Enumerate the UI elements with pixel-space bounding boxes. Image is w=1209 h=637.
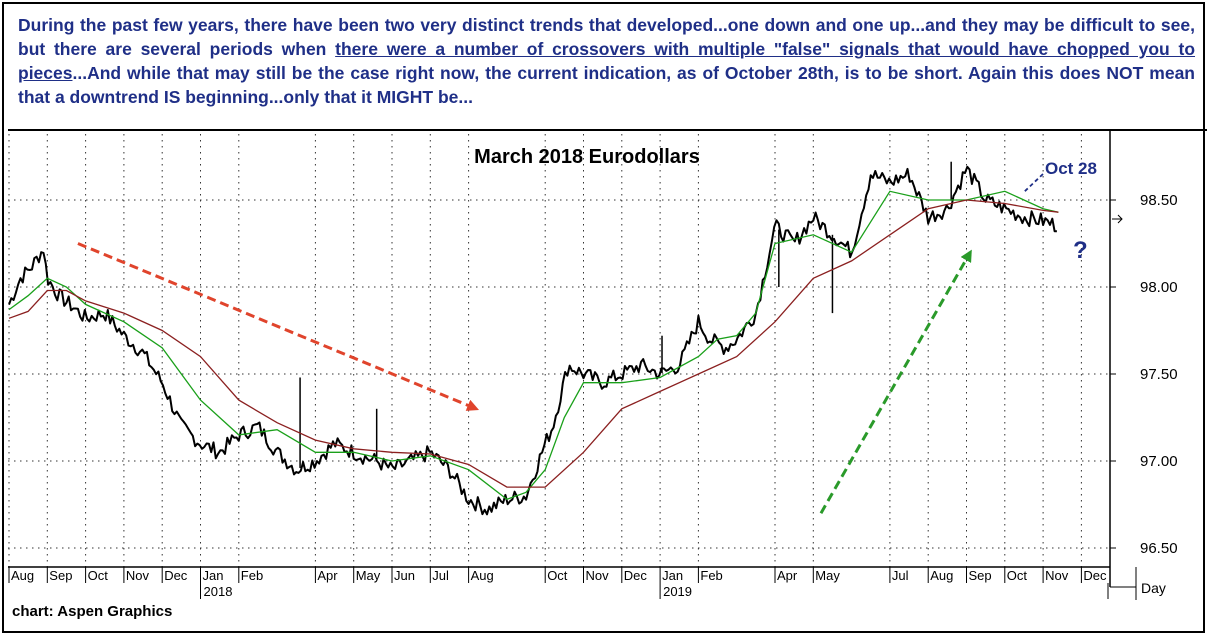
axes: 96.50 97.00 97.50 98.00 98.50 Aug Sep Oct Nov Dec… [8,130,1178,600]
price-series [8,165,1057,516]
x-tick-label: May [815,568,840,583]
x-tick-label: Jan [203,568,224,583]
annotation-oct-28: Oct 28 [1045,159,1097,178]
chart-text: March 2018 Eurodollars chart: Aspen Grap… [12,146,1166,620]
trend-arrow-up [819,249,972,514]
x-tick-label: Sep [969,568,992,583]
x-tick-label: Dec [164,568,188,583]
y-tick-label: 98.00 [1140,279,1178,296]
caption-part-1: During the past few years, there have be… [18,15,1195,59]
grid [8,134,1110,567]
last-price-marker [1112,214,1123,224]
source-label: chart: Aspen Graphics [12,603,172,620]
x-tick-label: Aug [471,568,494,583]
chart-title: March 2018 Eurodollars [474,146,700,168]
caption-box: During the past few years, there have be… [8,8,1207,131]
day-label: Day [1141,580,1166,596]
x-tick-label: Apr [777,568,798,583]
x-tick-label: Oct [547,568,568,583]
x-tick-label: Feb [700,568,722,583]
x-tick-label: Jul [432,568,449,583]
series-layer [8,161,1059,516]
caption-text: During the past few years, there have be… [8,8,1207,109]
x-year-label: 2018 [204,584,233,599]
annotation-pointer [1023,173,1044,193]
x-tick-label: Nov [126,568,150,583]
y-tick-label: 98.50 [1140,192,1178,209]
x-tick-label: Nov [586,568,610,583]
x-tick-label: Dec [1083,568,1107,583]
x-tick-label: Sep [49,568,72,583]
caption-underlined: there were a number of crossovers with m… [18,39,1196,83]
x-tick-label: Jul [892,568,909,583]
x-tick-label: May [356,568,381,583]
x-tick-label: Feb [241,568,263,583]
x-tick-label: Dec [624,568,648,583]
slow-ma-line [8,199,1059,488]
trend-arrow-down [77,242,480,411]
x-tick-label: Jan [662,568,683,583]
x-tick-label: Oct [1007,568,1028,583]
caption-part-2: ...And while that may still be the case … [18,63,1195,107]
annotation-question-mark: ? [1073,237,1088,264]
fast-ma-line [8,190,1059,501]
trend-arrows [77,173,1044,514]
x-tick-label: Jun [394,568,415,583]
y-tick-label: 97.50 [1140,366,1178,383]
y-tick-label: 96.50 [1140,540,1178,557]
x-tick-label: Aug [11,568,34,583]
x-tick-label: Apr [317,568,338,583]
x-tick-label: Aug [930,568,953,583]
x-tick-label: Oct [88,568,109,583]
x-tick-label: Nov [1045,568,1069,583]
y-tick-label: 97.00 [1140,453,1178,470]
x-year-label: 2019 [663,584,692,599]
